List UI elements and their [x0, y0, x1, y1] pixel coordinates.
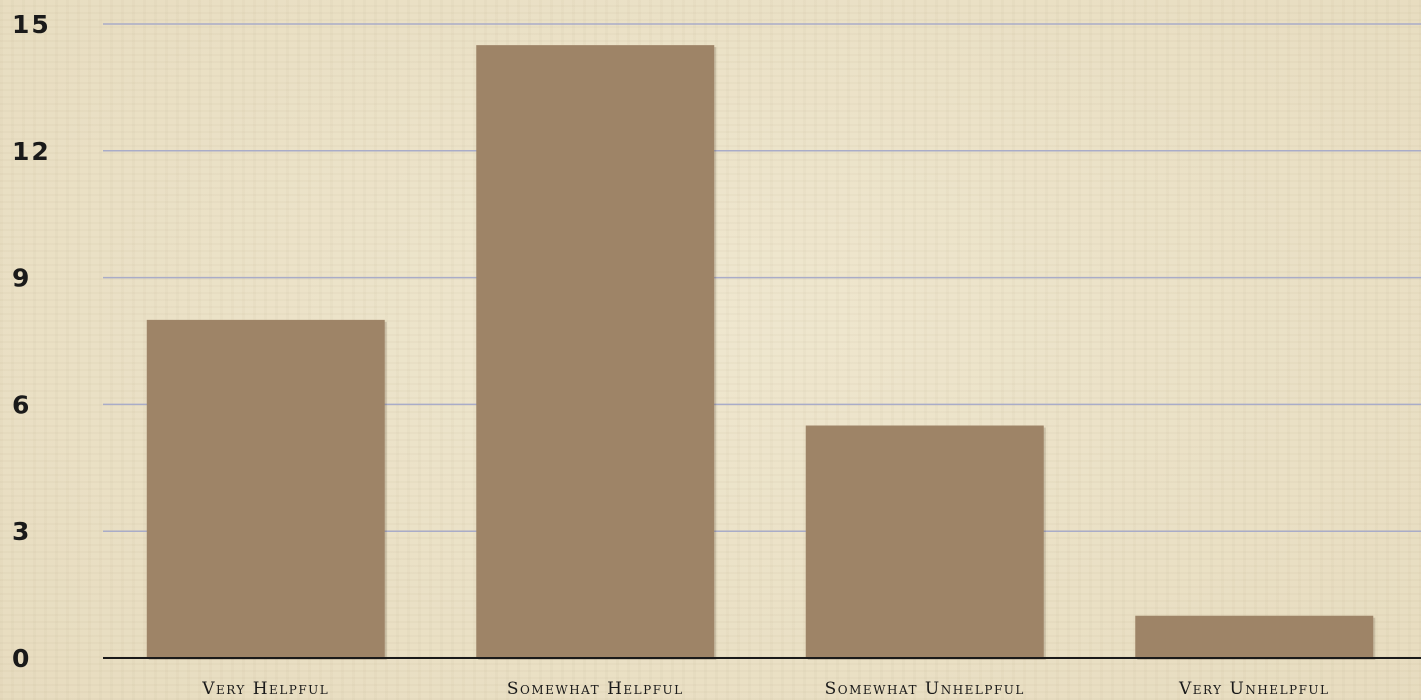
bar — [1135, 615, 1374, 658]
x-tick-label: Very Helpful — [201, 679, 329, 699]
bar — [146, 319, 385, 658]
x-tick-labels: Very Helpful Somewhat Helpful Somewhat Unh… — [201, 679, 1330, 699]
y-tick-labels: 0 3 6 9 12 15 — [12, 10, 51, 673]
x-tick-label: Somewhat Helpful — [507, 679, 684, 699]
y-tick-label: 3 — [12, 517, 31, 546]
x-tick-label: Somewhat Unhelpful — [825, 679, 1025, 699]
y-tick-label: 9 — [12, 264, 31, 293]
y-tick-label: 6 — [12, 390, 31, 419]
bars — [146, 45, 1376, 660]
y-tick-label: 12 — [12, 137, 51, 166]
y-tick-label: 0 — [12, 644, 31, 673]
y-tick-label: 15 — [12, 10, 51, 39]
bar — [476, 45, 715, 658]
bar — [805, 425, 1044, 658]
x-tick-label: Very Unhelpful — [1178, 679, 1330, 699]
